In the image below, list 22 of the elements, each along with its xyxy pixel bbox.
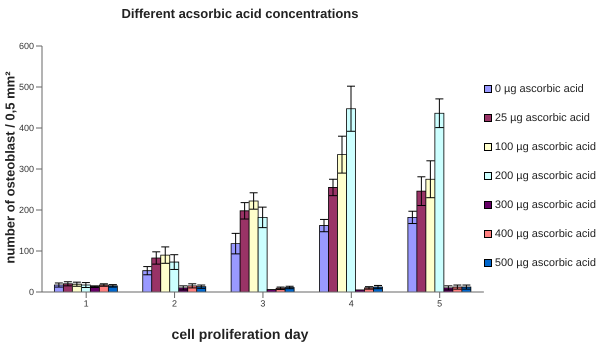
x-tick-label: 2 (172, 298, 178, 308)
y-tick-label: 600 (18, 41, 34, 52)
x-tick-label: 1 (84, 298, 89, 308)
legend-label: 400 µg ascorbic acid (494, 228, 596, 240)
legend-label: 200 µg ascorbic acid (494, 170, 596, 182)
legend-label: 500 µg ascorbic acid (494, 257, 596, 269)
legend-label: 0 µg ascorbic acid (494, 83, 584, 95)
y-tick-label: 300 (18, 164, 34, 174)
y-tick-label: 400 (18, 123, 34, 134)
legend-label: 25 µg ascorbic acid (494, 112, 590, 124)
x-tick-label: 4 (348, 298, 354, 308)
chart-title: Different acsorbic acid concentrations (120, 6, 360, 21)
y-tick-label: 100 (18, 246, 34, 256)
x-axis-title: cell proliferation day (170, 326, 310, 342)
y-tick-label: 500 (18, 82, 34, 92)
y-axis-title: number of osteoblast / 0,5 mm² (2, 70, 18, 266)
y-tick-label: 0 (28, 287, 34, 298)
y-tick-label: 200 (18, 205, 34, 216)
x-tick-label: 5 (437, 298, 442, 308)
legend-label: 300 µg ascorbic acid (494, 199, 596, 211)
legend-label: 100 µg ascorbic acid (494, 141, 596, 153)
x-tick-label: 3 (260, 298, 266, 308)
